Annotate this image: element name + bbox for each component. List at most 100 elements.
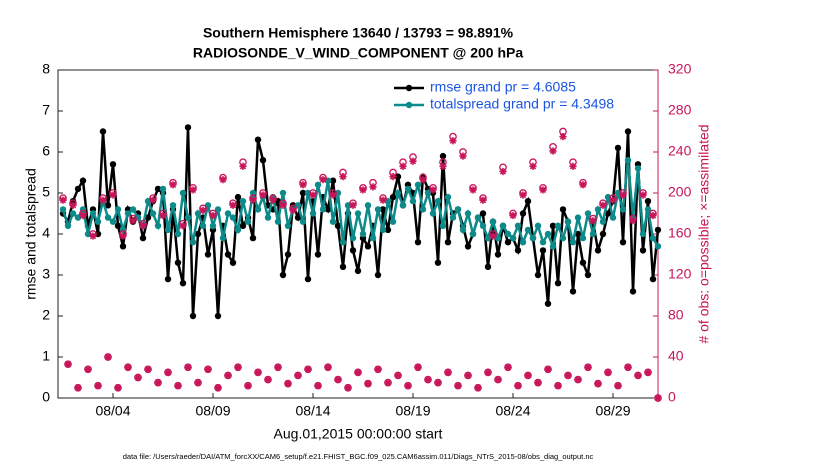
obs-assimilated xyxy=(464,371,472,380)
obs-assimilated xyxy=(484,368,492,376)
marker xyxy=(654,226,662,234)
obs-assimilated xyxy=(124,363,132,371)
y-tick-label: 4 xyxy=(42,225,50,241)
obs-assimilated xyxy=(234,363,242,371)
marker xyxy=(569,239,577,246)
marker xyxy=(244,218,252,225)
obs-assimilated xyxy=(619,191,627,199)
obs-assimilated xyxy=(639,191,647,199)
marker xyxy=(304,275,312,283)
obs-assimilated xyxy=(574,375,582,384)
marker xyxy=(149,210,157,217)
marker xyxy=(579,234,587,242)
obs-assimilated xyxy=(434,379,442,387)
marker xyxy=(199,222,207,229)
marker xyxy=(609,214,617,221)
marker xyxy=(464,243,472,250)
marker xyxy=(489,218,497,225)
obs-assimilated xyxy=(274,363,282,371)
marker xyxy=(254,136,262,143)
marker xyxy=(329,177,337,184)
obs-assimilated xyxy=(194,379,202,387)
marker xyxy=(639,247,647,254)
obs-assimilated xyxy=(189,186,197,194)
obs-assimilated xyxy=(264,375,272,384)
obs-assimilated xyxy=(569,162,577,170)
obs-assimilated xyxy=(64,360,72,368)
marker xyxy=(109,161,117,168)
marker xyxy=(624,128,632,135)
marker xyxy=(354,210,362,217)
marker xyxy=(179,189,187,197)
obs-assimilated xyxy=(154,379,162,387)
marker xyxy=(139,234,147,242)
y2-tick-label: 320 xyxy=(668,61,692,77)
obs-assimilated xyxy=(419,176,427,184)
marker xyxy=(334,222,342,229)
marker xyxy=(169,202,177,209)
marker xyxy=(544,300,552,307)
marker xyxy=(404,185,412,193)
marker xyxy=(619,239,627,246)
obs-assimilated xyxy=(409,157,417,165)
marker xyxy=(89,210,97,217)
marker xyxy=(434,198,442,205)
obs-assimilated xyxy=(349,201,357,209)
marker xyxy=(234,193,242,201)
obs-assimilated xyxy=(309,191,317,199)
marker xyxy=(319,206,327,213)
marker xyxy=(519,239,527,246)
obs-assimilated xyxy=(204,365,212,373)
obs-assimilated xyxy=(129,217,137,225)
chart-title: Southern Hemisphere 13640 / 13793 = 98.8… xyxy=(203,25,514,41)
marker xyxy=(294,214,302,221)
marker xyxy=(194,210,202,217)
obs-assimilated xyxy=(549,147,557,155)
legend-marker xyxy=(405,84,413,92)
obs-assimilated xyxy=(249,196,257,204)
marker xyxy=(259,157,267,164)
obs-assimilated xyxy=(184,363,192,371)
marker xyxy=(374,206,382,213)
marker xyxy=(639,230,647,238)
marker xyxy=(324,206,332,213)
marker xyxy=(284,222,292,229)
legend-label: totalspread grand pr = 4.3498 xyxy=(430,96,614,112)
marker xyxy=(514,247,522,254)
obs-assimilated xyxy=(59,196,67,204)
obs-assimilated xyxy=(99,196,107,204)
obs-assimilated xyxy=(609,196,617,204)
x-tick-label: 08/09 xyxy=(195,403,230,419)
obs-assimilated xyxy=(564,371,572,380)
marker xyxy=(179,280,187,287)
obs-assimilated xyxy=(159,211,167,220)
obs-assimilated xyxy=(534,379,542,387)
marker xyxy=(249,189,257,197)
marker xyxy=(104,214,112,221)
marker xyxy=(599,230,607,238)
marker xyxy=(514,222,522,229)
marker xyxy=(94,218,102,225)
marker xyxy=(229,214,237,221)
obs-assimilated xyxy=(374,365,382,373)
marker xyxy=(534,222,542,229)
marker xyxy=(649,275,657,283)
obs-assimilated xyxy=(389,173,397,181)
obs-assimilated xyxy=(114,384,122,392)
y2-tick-label: 0 xyxy=(668,389,676,405)
marker xyxy=(394,189,402,197)
marker xyxy=(599,218,607,225)
x-axis-label: Aug.01,2015 00:00:00 start xyxy=(274,426,443,442)
marker xyxy=(339,239,347,246)
marker xyxy=(549,222,557,229)
marker xyxy=(274,218,282,225)
marker xyxy=(164,275,172,283)
x-tick-label: 08/04 xyxy=(95,403,130,419)
obs-assimilated xyxy=(404,382,412,390)
y2-tick-label: 120 xyxy=(668,266,692,282)
obs-assimilated xyxy=(134,373,142,382)
marker xyxy=(284,251,292,258)
obs-assimilated xyxy=(504,363,512,371)
y2-tick-label: 40 xyxy=(668,348,684,364)
